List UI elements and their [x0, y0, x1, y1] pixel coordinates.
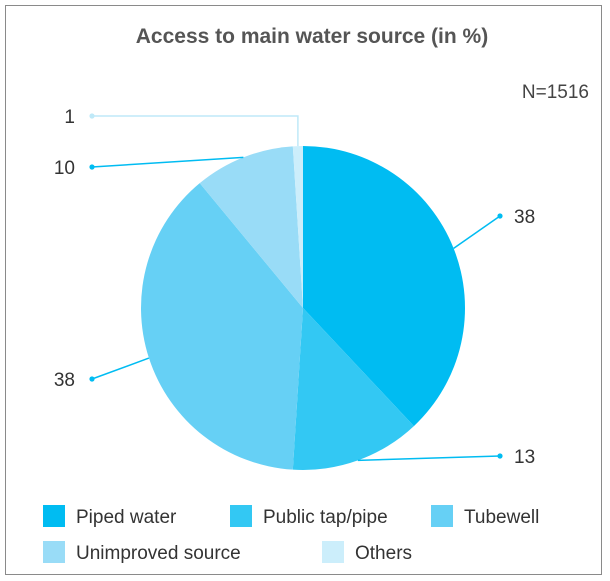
leader-tubewell: 38	[54, 357, 150, 391]
data-label-tubewell: 38	[54, 370, 75, 391]
leader-unimproved-source: 10	[54, 156, 244, 179]
data-label-others: 1	[64, 107, 75, 128]
data-label-public-tap-pipe: 13	[514, 447, 535, 468]
chart-title: Access to main water source (in %)	[136, 25, 488, 48]
data-label-leaders: 38 13 38 10 1	[54, 107, 535, 468]
legend-swatch-public-tap-pipe	[230, 505, 252, 527]
legend-item-others: Others	[322, 541, 412, 564]
legend-swatch-tubewell	[431, 505, 453, 527]
pie-slice-tubewell	[141, 183, 303, 470]
legend-item-piped-water: Piped water	[43, 505, 177, 528]
data-label-unimproved-source: 10	[54, 158, 75, 179]
legend-item-public-tap-pipe: Public tap/pipe	[230, 505, 388, 528]
leader-others: 1	[64, 107, 299, 147]
legend-label-unimproved-source: Unimproved source	[76, 543, 241, 564]
pie-slice-public-tap-pipe	[292, 308, 414, 470]
legend: Piped water Public tap/pipe Tubewell Unimpr…	[43, 505, 539, 564]
legend-label-public-tap-pipe: Public tap/pipe	[263, 507, 388, 528]
sample-size-note: N=1516	[522, 82, 589, 103]
pie-slice-unimproved-source	[199, 146, 303, 308]
legend-item-tubewell: Tubewell	[431, 505, 539, 528]
legend-swatch-others	[322, 541, 344, 563]
data-label-piped-water: 38	[514, 207, 535, 228]
legend-label-others: Others	[355, 543, 412, 564]
legend-label-tubewell: Tubewell	[464, 507, 539, 528]
pie-slice-piped-water	[303, 146, 466, 427]
legend-item-unimproved-source: Unimproved source	[43, 541, 241, 564]
legend-swatch-piped-water	[43, 505, 65, 527]
leader-piped-water: 38	[453, 207, 535, 250]
legend-swatch-unimproved-source	[43, 541, 65, 563]
pie-slice-others	[292, 146, 303, 308]
pie-slices	[141, 146, 466, 470]
legend-label-piped-water: Piped water	[76, 507, 177, 528]
leader-public-tap-pipe: 13	[357, 447, 535, 468]
